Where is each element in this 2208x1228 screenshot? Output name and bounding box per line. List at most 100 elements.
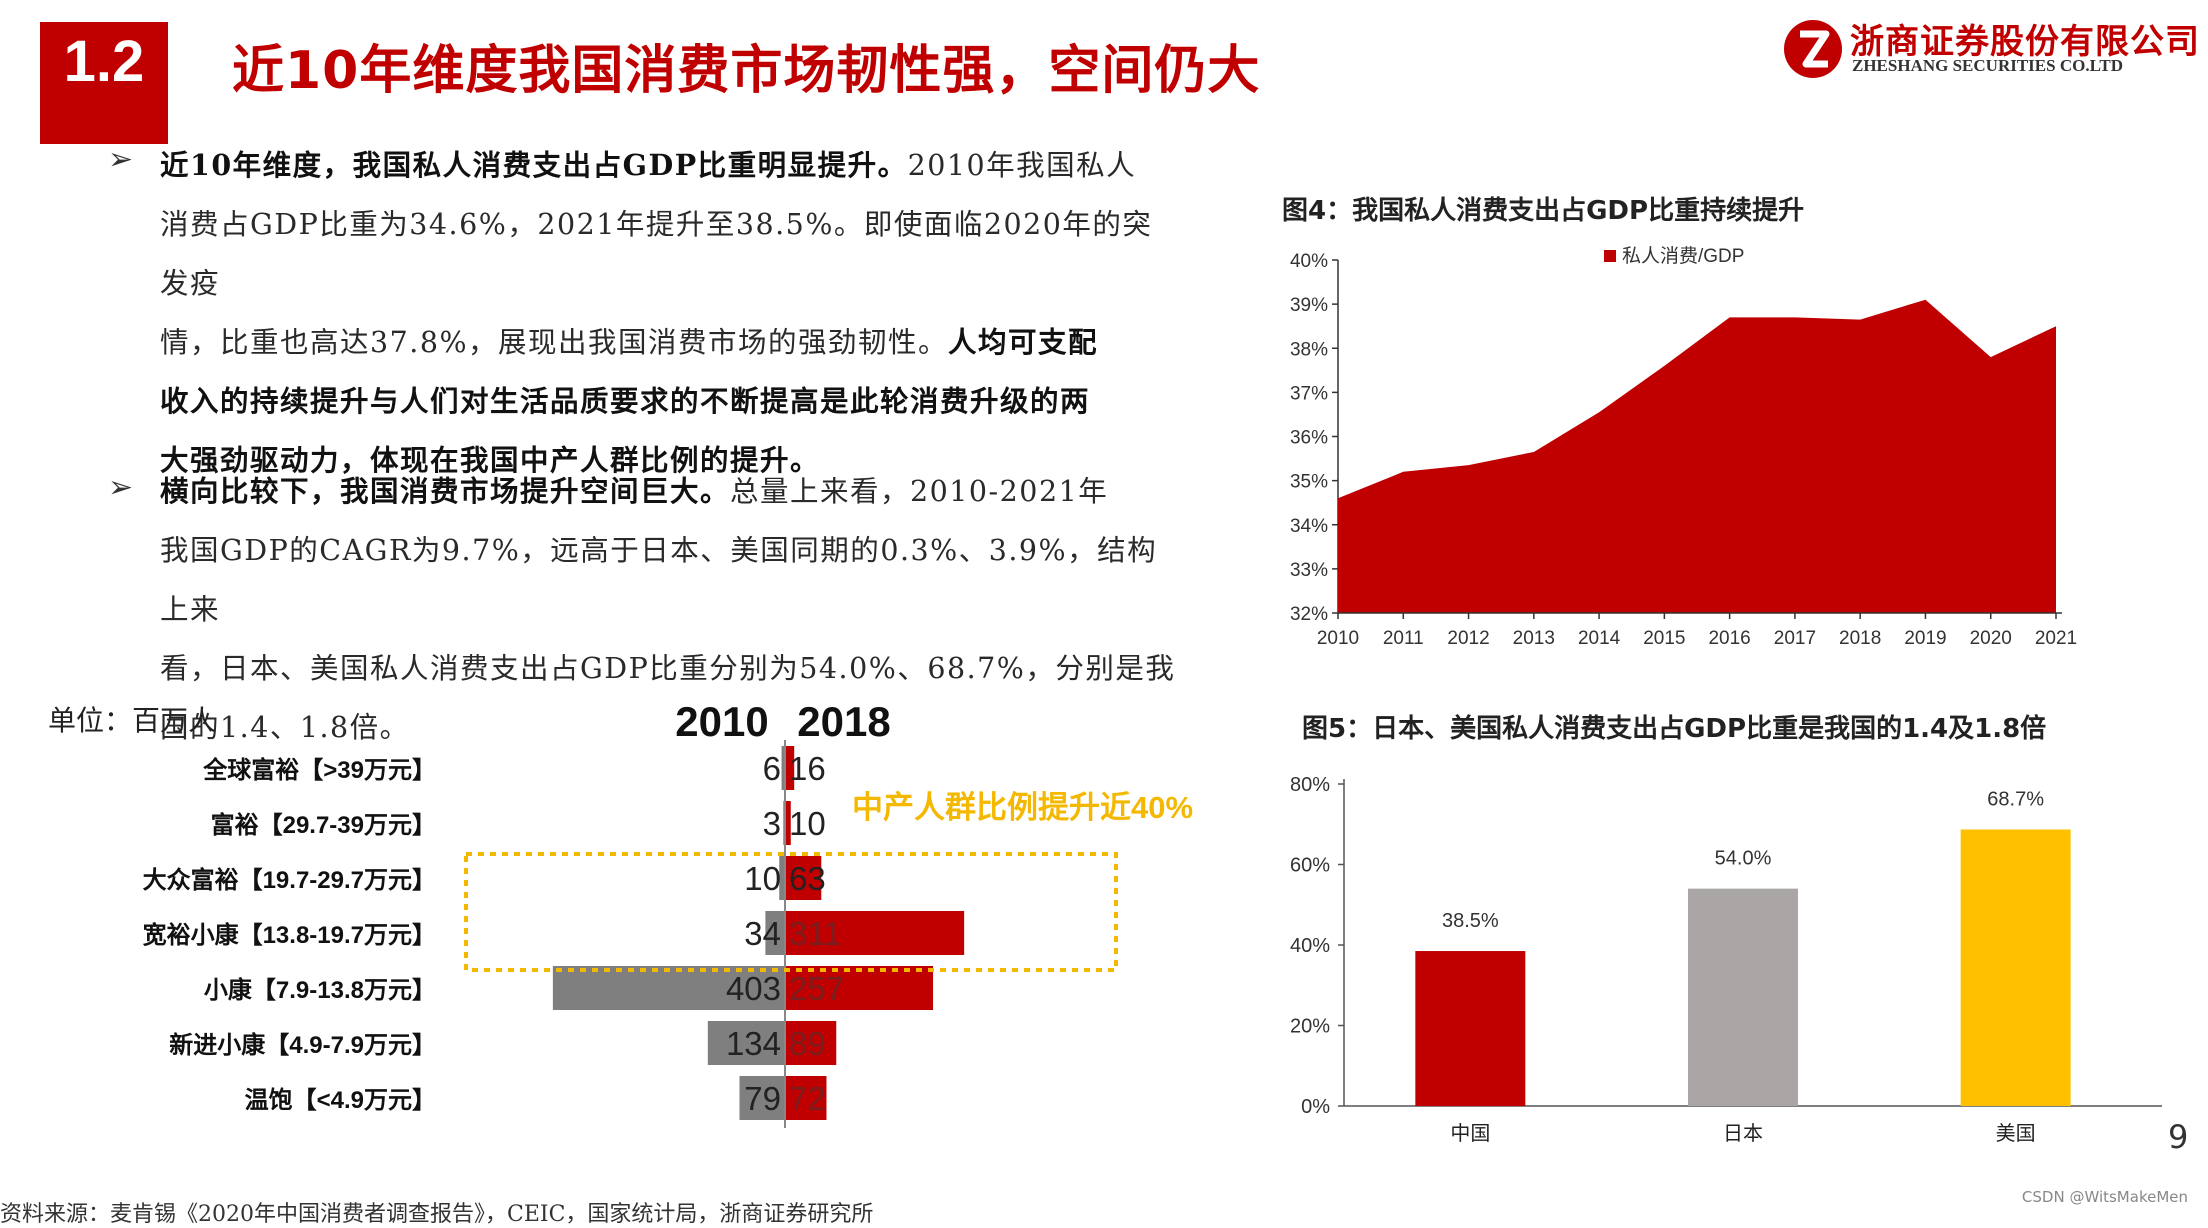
bar-value-label: 68.7% (1987, 788, 2044, 810)
bar-2010 (739, 1076, 785, 1120)
bar-2018 (785, 746, 795, 790)
body-text: 看，日本、美国私人消费支出占GDP比重分别为54.0%、68.7%，分别是我 (160, 652, 1176, 685)
value-label-2018: 16 (789, 750, 826, 787)
value-label-2018: 311 (789, 915, 842, 952)
company-name-cn: 浙商证券股份有限公司 (1850, 22, 2200, 62)
value-label-2010: 79 (744, 1080, 781, 1117)
category-label: 富裕【29.7-39万元】 (211, 811, 436, 839)
value-label-2018: 257 (789, 970, 844, 1007)
bar-usa (1960, 829, 2071, 1106)
figure4-title: 图4：我国私人消费支出占GDP比重持续提升 (1282, 196, 1805, 226)
paragraph-line: 收入的持续提升与人们对生活品质要求的不断提高是此轮消费升级的两 (160, 372, 1180, 431)
category-label: 新进小康【4.9-7.9万元】 (169, 1031, 436, 1059)
x-tick-label: 2020 (1970, 628, 2012, 649)
unit-label: 单位：百万人 (48, 705, 216, 736)
value-label-2010: 134 (726, 1025, 781, 1062)
bar-2018 (785, 801, 791, 845)
body-text: 情，比重也高达37.8%，展现出我国消费市场的强劲韧性。 (160, 326, 949, 359)
emphasis-text: 收入的持续提升与人们对生活品质要求的不断提高是此轮消费升级的两 (160, 384, 1091, 418)
bar-china (1415, 951, 1526, 1106)
value-label-2010: 6 (763, 750, 781, 787)
bar-2018 (785, 911, 965, 955)
value-label-2010: 34 (744, 915, 781, 952)
body-text: 总量上来看，2010-2021年 (730, 475, 1109, 508)
x-tick-label: 2014 (1578, 628, 1621, 649)
section-number-box (40, 22, 168, 144)
y-tick-label: 40% (1290, 935, 1330, 957)
category-label: 美国 (1996, 1122, 2036, 1145)
bar-2018 (785, 1076, 827, 1120)
x-tick-label: 2015 (1643, 628, 1685, 649)
y-tick-label: 60% (1290, 855, 1330, 877)
bar-2018 (785, 966, 934, 1010)
bar-value-label: 38.5% (1442, 910, 1499, 932)
y-tick-label: 40% (1290, 251, 1328, 272)
paragraph-line: 近10年维度，我国私人消费支出占GDP比重明显提升。2010年我国私人 (160, 136, 1180, 195)
value-label-2018: 10 (789, 805, 826, 842)
value-label-2018: 89 (789, 1025, 826, 1062)
year-label-2010: 2010 (675, 698, 768, 745)
legend-label: 私人消费/GDP (1622, 245, 1744, 267)
year-label-2018: 2018 (797, 698, 890, 745)
company-logo-icon (1784, 20, 1842, 78)
bar-2018 (785, 856, 822, 900)
y-tick-label: 20% (1290, 1016, 1330, 1038)
x-tick-label: 2017 (1774, 628, 1816, 649)
x-tick-label: 2011 (1383, 628, 1424, 649)
y-tick-label: 80% (1290, 774, 1330, 796)
bullet-marker: ➢ (108, 142, 134, 177)
bar-2010 (552, 966, 785, 1010)
company-name-en: ZHESHANG SECURITIES CO.LTD (1852, 56, 2123, 75)
y-tick-label: 39% (1290, 295, 1328, 316)
category-label: 日本 (1723, 1122, 1763, 1145)
bullet-marker: ➢ (108, 470, 134, 505)
watermark: CSDN @WitsMakeMen (2021, 1188, 2188, 1206)
bar-2010 (779, 856, 785, 900)
bar-value-label: 54.0% (1715, 848, 1772, 870)
figure5-title: 图5：日本、美国私人消费支出占GDP比重是我国的1.4及1.8倍 (1302, 714, 2047, 744)
bar-2010 (765, 911, 785, 955)
y-tick-label: 38% (1290, 339, 1328, 360)
category-label: 宽裕小康【13.8-19.7万元】 (143, 921, 436, 949)
emphasis-text: 大强劲驱动力，体现在我国中产人群比例的提升。 (160, 443, 821, 477)
y-tick-label: 33% (1290, 560, 1328, 581)
emphasis-text: 人均可支配 (948, 325, 1099, 359)
body-text: 国的1.4、1.8倍。 (160, 711, 410, 744)
y-tick-label: 35% (1290, 472, 1328, 493)
population-diverging-chart: 单位：百万人 2010 2018 全球富裕【>39万元】 6 16 富裕【29.7-3… (48, 698, 1193, 1128)
value-label-2010: 3 (763, 805, 781, 842)
category-label: 小康【7.9-13.8万元】 (204, 976, 436, 1004)
middle-class-annotation: 中产人群比例提升近40% (852, 790, 1193, 825)
x-tick-label: 2019 (1904, 628, 1946, 649)
emphasis-text: 近10年维度，我国私人消费支出占GDP比重明显提升。 (160, 148, 908, 182)
middle-class-highlight-box (464, 852, 1118, 972)
area-series (1338, 299, 2056, 613)
category-label: 中国 (1450, 1122, 1490, 1145)
value-label-2018: 72 (789, 1080, 826, 1117)
value-label-2010: 403 (726, 970, 781, 1007)
x-tick-label: 2013 (1513, 628, 1555, 649)
body-text: 2010年我国私人 (907, 149, 1137, 182)
value-label-2010: 10 (744, 860, 781, 897)
y-tick-label: 32% (1290, 604, 1328, 625)
paragraph-line: 横向比较下，我国消费市场提升空间巨大。总量上来看，2010-2021年 (160, 462, 1180, 521)
y-tick-label: 0% (1301, 1096, 1330, 1118)
x-tick-label: 2016 (1708, 628, 1750, 649)
category-label: 全球富裕【>39万元】 (202, 756, 436, 784)
paragraph-line: 消费占GDP比重为34.6%，2021年提升至38.5%。即使面临2020年的突… (160, 195, 1180, 313)
x-tick-label: 2021 (2035, 628, 2077, 649)
paragraph-line: 国的1.4、1.8倍。 (160, 698, 1180, 757)
body-text: 消费占GDP比重为34.6%，2021年提升至38.5%。即使面临2020年的突… (160, 208, 1153, 300)
body-text: 我国GDP的CAGR为9.7%，远高于日本、美国同期的0.3%、3.9%，结构上… (160, 534, 1158, 626)
paragraph-line: 情，比重也高达37.8%，展现出我国消费市场的强劲韧性。人均可支配 (160, 313, 1180, 372)
bar-japan (1688, 888, 1798, 1106)
category-label: 温饱【<4.9万元】 (245, 1087, 436, 1114)
consumption-share-area-chart: 私人消费/GDP 32% 33% 34% 35% 36% 37% 38% 39% 40% 201… (1290, 245, 2077, 649)
legend-swatch (1604, 250, 1616, 262)
value-label-2018: 63 (789, 860, 826, 897)
paragraph-line: 大强劲驱动力，体现在我国中产人群比例的提升。 (160, 431, 1180, 490)
y-tick-label: 36% (1290, 428, 1328, 449)
bullet-paragraph-domestic: 近10年维度，我国私人消费支出占GDP比重明显提升。2010年我国私人消费占GD… (160, 136, 1180, 490)
country-comparison-bar-chart: 0% 20% 40% 60% 80% 38.5% 中国 54.0% 日本 68.7% 美国 (1290, 774, 2162, 1145)
x-tick-label: 2010 (1317, 628, 1359, 649)
